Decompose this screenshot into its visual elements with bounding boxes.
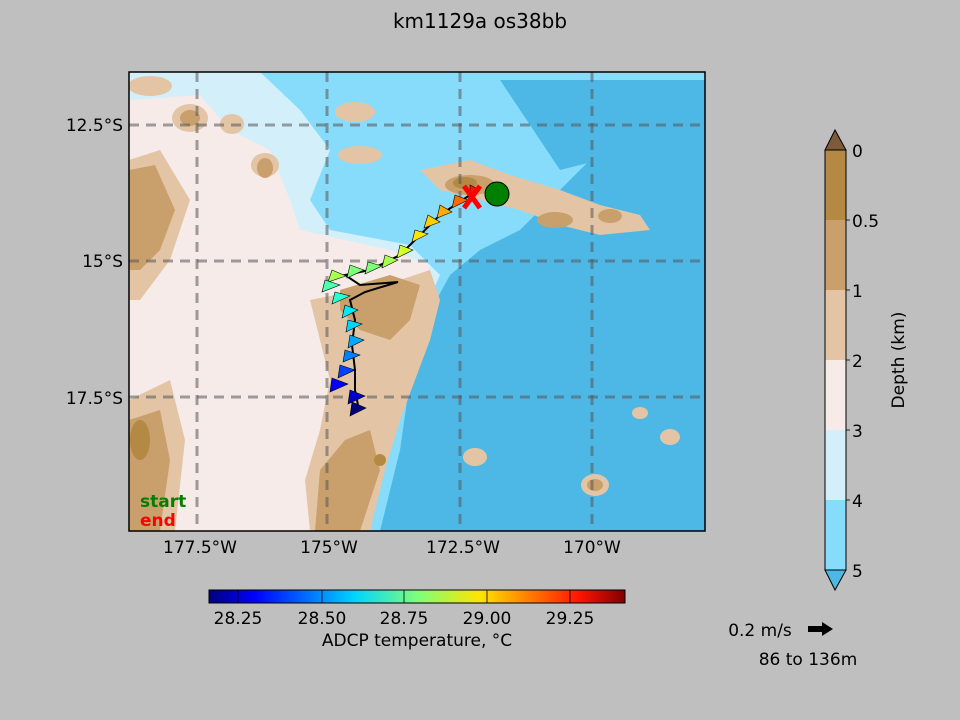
temperature-colorbar: 28.25 28.50 28.75 29.00 29.25 ADCP tempe… bbox=[208, 589, 626, 651]
temperature-colorbar-label: ADCP temperature, °C bbox=[322, 631, 512, 651]
map-frame bbox=[128, 71, 706, 532]
figure-title: km1129a os38bb bbox=[393, 9, 567, 33]
start-marker bbox=[484, 181, 510, 207]
temperature-tick-label: 29.00 bbox=[463, 609, 512, 629]
longitude-tick-labels: 177.5°W 175°W 172.5°W 170°W bbox=[163, 538, 621, 558]
land-patches bbox=[129, 110, 622, 531]
end-legend-label: end bbox=[140, 511, 176, 531]
temperature-tick-label: 28.75 bbox=[380, 609, 429, 629]
lon-tick-label: 177.5°W bbox=[163, 538, 237, 558]
ship-track bbox=[342, 194, 471, 406]
lat-tick-label: 12.5°S bbox=[66, 116, 123, 136]
depth-colorbar-label: Depth (km) bbox=[889, 312, 909, 409]
temperature-tick-label: 28.50 bbox=[298, 609, 347, 629]
depth-colorbar-bottom-extend bbox=[824, 569, 847, 592]
depth-tick-label: 2 bbox=[852, 352, 863, 372]
depth-tick-label: 1 bbox=[852, 282, 863, 302]
start-legend-label: start bbox=[140, 492, 186, 512]
lat-tick-label: 15°S bbox=[82, 252, 123, 272]
depth-colorbar-top-extend bbox=[824, 128, 847, 151]
latitude-tick-labels: 12.5°S 15°S 17.5°S bbox=[66, 116, 123, 409]
lon-tick-label: 175°W bbox=[300, 538, 358, 558]
depth-tick-label: 3 bbox=[852, 422, 863, 442]
depth-tick-label: 0 bbox=[852, 142, 863, 162]
depth-tick-label: 5 bbox=[852, 562, 863, 582]
depth-tick-label: 4 bbox=[852, 492, 863, 512]
bathymetry-map: start end bbox=[129, 72, 705, 531]
lon-tick-label: 172.5°W bbox=[426, 538, 500, 558]
lat-tick-label: 17.5°S bbox=[66, 389, 123, 409]
vector-key-arrow-icon bbox=[808, 622, 833, 636]
lon-tick-label: 170°W bbox=[563, 538, 621, 558]
end-marker bbox=[461, 184, 483, 210]
depth-colorbar: 0 0.5 1 2 3 4 5 Depth (km) bbox=[824, 128, 909, 592]
map-gridlines bbox=[129, 72, 705, 531]
temperature-colorbar-gradient bbox=[208, 589, 626, 604]
temperature-tick-label: 29.25 bbox=[546, 609, 595, 629]
vector-key-label: 0.2 m/s bbox=[728, 621, 792, 641]
vector-scale-key: 0.2 m/s 86 to 136m bbox=[728, 621, 857, 670]
temperature-tick-label: 28.25 bbox=[214, 609, 263, 629]
depth-tick-label: 0.5 bbox=[852, 212, 879, 232]
vector-depth-range: 86 to 136m bbox=[759, 650, 858, 670]
adcp-current-vectors bbox=[321, 184, 481, 417]
